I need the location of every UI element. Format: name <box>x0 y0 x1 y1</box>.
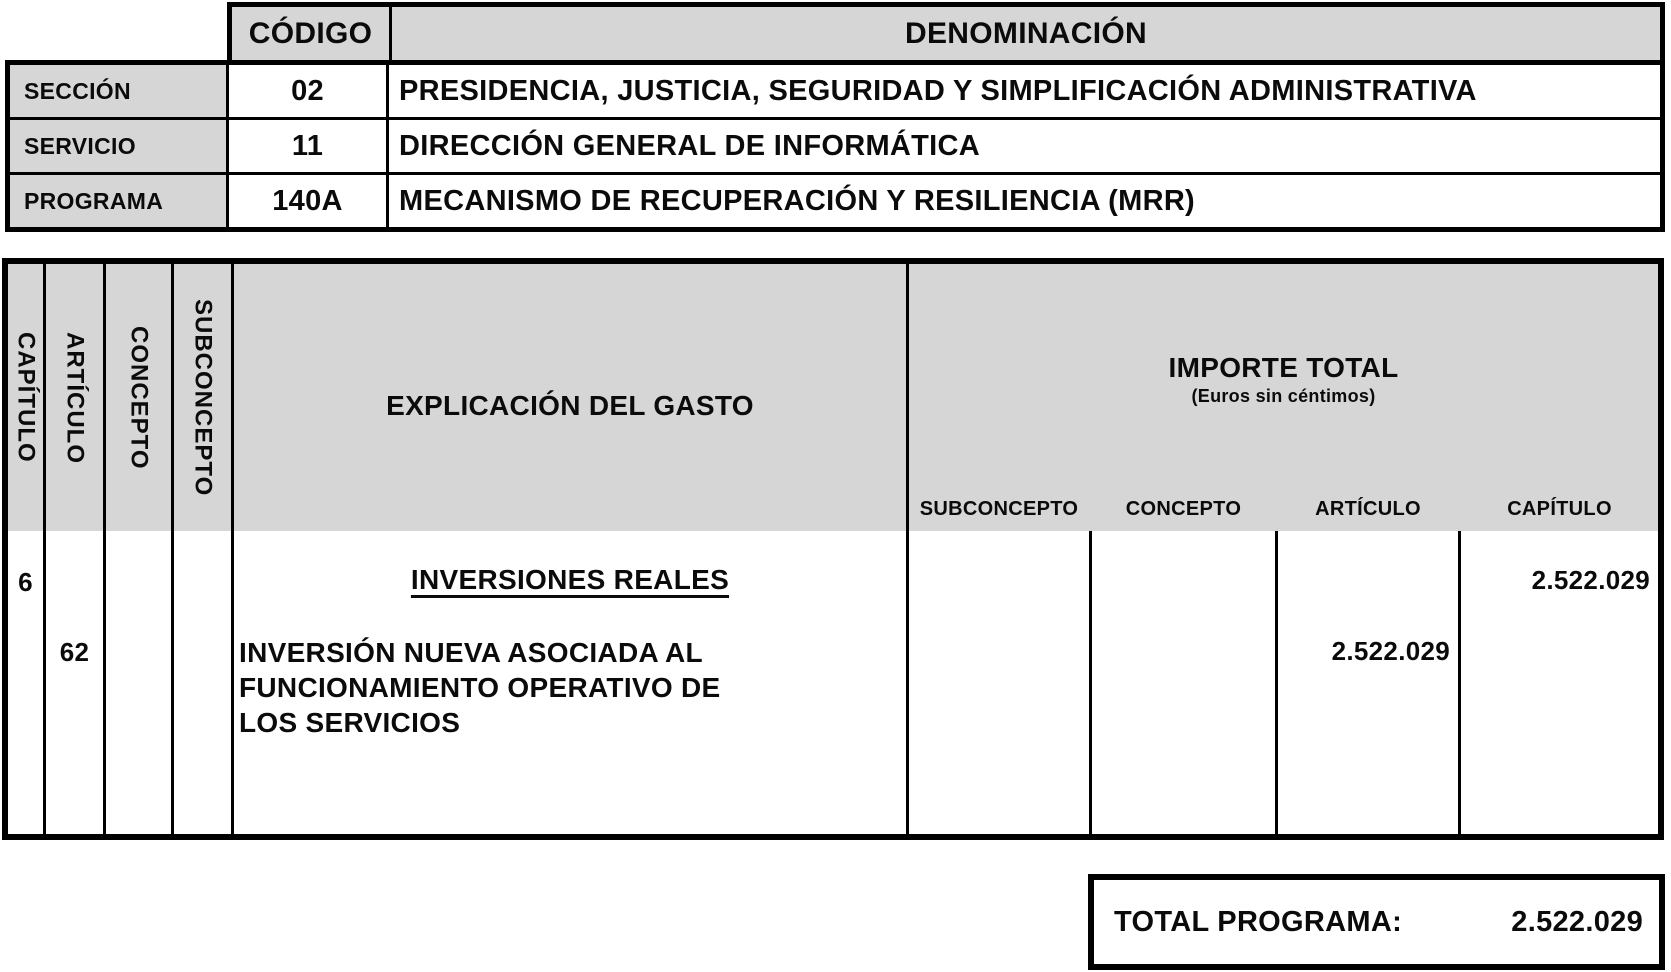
amount-column-divider <box>1458 531 1461 834</box>
amount-header-title: IMPORTE TOTAL <box>1168 352 1399 383</box>
table-row-seccion: SECCIÓN 02 PRESIDENCIA, JUSTICIA, SEGURI… <box>10 65 1660 120</box>
chapter-title-inversiones-reales: INVERSIONES REALES <box>410 564 730 595</box>
id-table-body: SECCIÓN 02 PRESIDENCIA, JUSTICIA, SEGURI… <box>5 60 1665 232</box>
budget-table-header-band <box>8 264 1658 531</box>
column-divider <box>171 264 174 834</box>
amount-column-divider <box>1275 531 1278 834</box>
codigo-column-header: CÓDIGO <box>232 7 392 60</box>
vertical-header-articulo: ARTÍCULO <box>61 331 89 464</box>
column-divider <box>906 264 909 834</box>
seccion-code-value: 02 <box>229 65 389 117</box>
amount-column-divider <box>1089 531 1092 834</box>
vertical-header-capitulo: CAPÍTULO <box>12 332 40 463</box>
amount-subcolumn-subconcepto: SUBCONCEPTO <box>919 498 1079 520</box>
denominacion-column-header: DENOMINACIÓN <box>905 16 1147 50</box>
servicio-denomination-value: DIRECCIÓN GENERAL DE INFORMÁTICA <box>399 129 981 162</box>
total-programa-box: TOTAL PROGRAMA: 2.522.029 <box>1088 874 1665 970</box>
programa-label: PROGRAMA <box>10 175 229 227</box>
column-divider <box>43 264 46 834</box>
amount-header: IMPORTE TOTAL (Euros sin céntimos) <box>909 352 1658 408</box>
amount-subcolumn-articulo: ARTÍCULO <box>1315 498 1421 520</box>
id-table-header-row: CÓDIGO DENOMINACIÓN <box>227 2 1665 60</box>
programa-code-value: 140A <box>229 175 389 227</box>
total-programa-label: TOTAL PROGRAMA: <box>1114 905 1403 938</box>
amount-subcolumn-concepto: CONCEPTO <box>1125 498 1242 520</box>
column-divider <box>231 264 234 834</box>
expense-explanation-text: INVERSIÓN NUEVA ASOCIADA AL FUNCIONAMIEN… <box>239 637 721 738</box>
amount-subcolumn-capitulo: CAPÍTULO <box>1507 498 1612 520</box>
seccion-denomination-value: PRESIDENCIA, JUSTICIA, SEGURIDAD Y SIMPL… <box>399 74 1477 107</box>
vertical-header-subconcepto: SUBCONCEPTO <box>189 298 217 497</box>
amount-header-subtitle: (Euros sin céntimos) <box>1191 386 1376 406</box>
total-programa-value: 2.522.029 <box>1511 905 1643 938</box>
table-row-programa: PROGRAMA 140A MECANISMO DE RECUPERACIÓN … <box>10 175 1660 227</box>
explanation-column-header: EXPLICACIÓN DEL GASTO <box>386 389 754 421</box>
articulo-code-cell: 62 <box>59 637 90 667</box>
amount-articulo-value: 2.522.029 <box>1331 636 1450 666</box>
servicio-label: SERVICIO <box>10 120 229 172</box>
programa-denomination-value: MECANISMO DE RECUPERACIÓN Y RESILIENCIA … <box>399 184 1196 217</box>
seccion-label: SECCIÓN <box>10 65 229 117</box>
budget-table: CAPÍTULO ARTÍCULO CONCEPTO SUBCONCEPTO E… <box>2 258 1664 840</box>
column-divider <box>103 264 106 834</box>
vertical-header-concepto: CONCEPTO <box>125 325 153 470</box>
amount-capitulo-value: 2.522.029 <box>1531 565 1650 595</box>
capitulo-code-cell: 6 <box>18 567 33 597</box>
servicio-code-value: 11 <box>229 120 389 172</box>
table-row-servicio: SERVICIO 11 DIRECCIÓN GENERAL DE INFORMÁ… <box>10 120 1660 175</box>
